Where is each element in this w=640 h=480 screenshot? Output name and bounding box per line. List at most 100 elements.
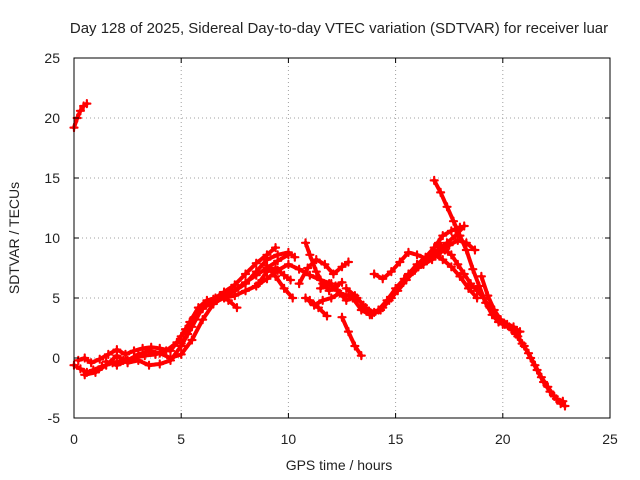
data-point-marker — [262, 261, 272, 271]
data-point-marker — [279, 270, 289, 280]
data-point-marker — [198, 315, 208, 325]
data-point-marker — [489, 305, 499, 315]
x-axis-label: GPS time / hours — [286, 457, 393, 473]
data-point-marker — [343, 327, 354, 337]
data-point-marker — [262, 274, 272, 284]
data-point-marker — [253, 279, 263, 289]
data-point-marker — [463, 283, 474, 293]
data-point-marker — [80, 370, 90, 380]
data-point-marker — [446, 262, 456, 272]
x-tick-label: 20 — [495, 431, 511, 447]
data-point-marker — [421, 253, 431, 263]
data-point-marker — [341, 295, 351, 305]
data-point-marker — [129, 346, 139, 356]
data-point-marker — [155, 359, 165, 369]
x-tick-label: 0 — [70, 431, 78, 447]
data-point-marker — [444, 240, 454, 250]
data-point-marker — [343, 257, 354, 267]
data-point-marker — [283, 247, 293, 257]
y-tick-label: 15 — [44, 170, 60, 186]
y-tick-label: -5 — [48, 410, 61, 426]
chart-title: Day 128 of 2025, Sidereal Day-to-day VTE… — [70, 20, 608, 37]
data-point-marker — [294, 264, 304, 274]
data-point-marker — [502, 319, 512, 329]
x-tick-label: 15 — [388, 431, 404, 447]
data-point-marker — [294, 279, 304, 289]
data-point-marker — [251, 267, 261, 277]
data-point-marker — [369, 269, 379, 279]
data-point-marker — [103, 349, 113, 359]
data-point-marker — [165, 346, 176, 356]
data-point-marker — [288, 293, 298, 303]
data-point-marker — [318, 295, 328, 305]
data-point-marker — [401, 275, 411, 285]
data-point-marker — [549, 391, 559, 401]
data-point-marker — [86, 358, 96, 368]
series-arc-19 — [476, 271, 525, 337]
data-point-marker — [273, 250, 283, 260]
data-point-marker — [459, 221, 469, 231]
data-point-marker — [367, 310, 377, 320]
data-point-marker — [341, 283, 351, 293]
data-point-marker — [446, 250, 456, 260]
data-point-marker — [337, 262, 347, 272]
series-arc-16 — [369, 247, 482, 303]
data-point-marker — [311, 255, 321, 265]
data-point-marker — [223, 295, 233, 305]
data-point-marker — [333, 286, 343, 296]
data-point-marker — [337, 312, 347, 322]
data-point-marker — [410, 265, 420, 275]
data-point-marker — [320, 259, 330, 269]
data-point-marker — [496, 315, 506, 325]
x-tick-label: 10 — [281, 431, 297, 447]
series-arc-13 — [337, 312, 366, 361]
data-point-marker — [187, 335, 197, 345]
data-point-marker — [183, 329, 193, 339]
data-point-marker — [384, 295, 394, 305]
data-point-marker — [290, 252, 300, 262]
data-point-marker — [305, 295, 315, 305]
y-tick-label: 0 — [52, 350, 60, 366]
data-point-marker — [350, 291, 360, 301]
data-point-marker — [215, 291, 225, 301]
data-point-marker — [324, 279, 334, 289]
data-point-marker — [543, 382, 553, 392]
data-point-marker — [138, 343, 148, 353]
data-point-marker — [461, 245, 471, 255]
data-point-marker — [198, 304, 208, 314]
data-point-marker — [101, 357, 111, 367]
data-point-marker — [300, 238, 311, 248]
data-point-marker — [230, 286, 240, 296]
data-point-marker — [240, 269, 251, 279]
data-point-marker — [438, 231, 448, 241]
data-point-marker — [315, 283, 326, 293]
data-point-marker — [393, 286, 403, 296]
data-point-marker — [350, 341, 360, 351]
data-point-marker — [305, 270, 315, 280]
data-point-marker — [251, 258, 261, 268]
data-point-marker — [311, 267, 321, 277]
data-point-marker — [270, 243, 281, 253]
data-point-marker — [90, 367, 101, 377]
data-point-marker — [112, 360, 122, 370]
plot-frame — [73, 57, 611, 419]
series-arc-10 — [294, 255, 354, 289]
data-point-marker — [375, 305, 386, 315]
data-point-marker — [206, 297, 216, 307]
data-point-marker — [446, 226, 456, 236]
data-point-marker — [515, 327, 525, 337]
data-point-marker — [82, 99, 92, 109]
y-tick-label: 5 — [52, 290, 60, 306]
data-point-marker — [176, 331, 186, 341]
data-point-marker — [508, 322, 519, 332]
data-point-marker — [305, 250, 315, 260]
axis-ticks: 0 5 10 15 20 25 -5 0 5 10 15 20 25 — [44, 50, 618, 447]
data-point-marker — [328, 269, 339, 279]
y-tick-label: 20 — [44, 110, 60, 126]
data-point-marker — [75, 364, 86, 374]
data-point-marker — [240, 279, 251, 289]
data-point-marker — [429, 175, 439, 185]
series-arc-14 — [305, 295, 332, 321]
data-point-marker — [517, 339, 527, 349]
